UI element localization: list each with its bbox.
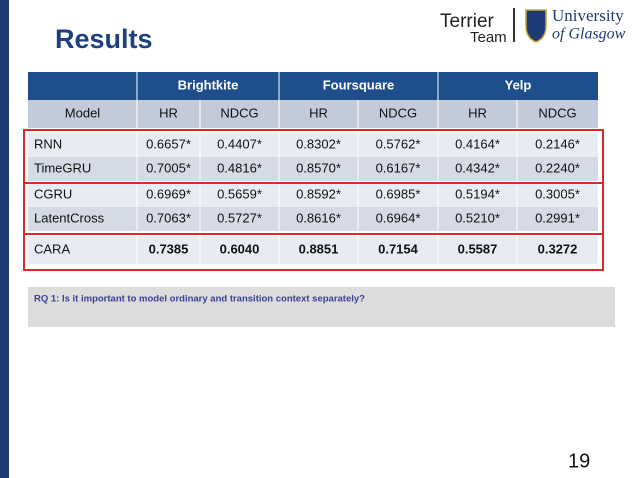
cell: 0.4164* [455,136,500,151]
cell: 0.7005* [146,160,191,175]
column-header: HR [309,105,328,120]
question-box [28,287,615,327]
cell: 0.8616* [296,210,341,225]
terrier-logo: Terrier [440,11,495,32]
group-header-model-bg [28,72,137,100]
group-header: Brightkite [178,77,239,92]
cell: 0.5194* [455,186,500,201]
cell: 0.5659* [217,186,262,201]
row-bg [28,207,598,231]
crest [525,9,547,43]
cell: CGRU [34,186,72,201]
results-table: Brightkite Foursquare Yelp Model HR NDCG HR NDC… [23,72,604,271]
cell: 0.6985* [376,186,421,201]
university-logo: University [552,6,624,25]
group-header: Yelp [505,77,532,92]
cell: 0.6040 [220,241,260,256]
cell: 0.6964* [376,210,421,225]
cell: CARA [34,241,70,256]
cell: 0.8851 [299,241,339,256]
column-header: HR [468,105,487,120]
cell: 0.8592* [296,186,341,201]
cell: 0.6167* [376,160,421,175]
cell: 0.6657* [146,136,191,151]
cell: 0.7063* [146,210,191,225]
cell: 0.5587 [458,241,498,256]
cell: 0.6969* [146,186,191,201]
cell: 0.2240* [535,160,580,175]
cell: 0.4407* [217,136,262,151]
cell: 0.7385 [149,241,189,256]
row-bg [28,133,598,157]
highlight-box [23,233,604,271]
cell: 0.4816* [217,160,262,175]
logo-divider [513,8,515,42]
cell: 0.5762* [376,136,421,151]
row-bg [28,157,598,181]
header-bg [28,100,598,128]
side-bar [0,0,9,478]
glasgow-logo: of Glasgow [552,26,626,43]
title: Results [55,24,153,54]
page-number: 19 [568,450,590,472]
group-header: Foursquare [323,77,395,92]
column-header: Model [65,105,101,120]
cell: 0.2146* [535,136,580,151]
cell: LatentCross [34,210,105,225]
cell: 0.8570* [296,160,341,175]
team-logo: Team [470,29,507,46]
cell: RNN [34,136,62,151]
cell: 0.5727* [217,210,262,225]
row-bg [28,236,598,264]
cell: 0.8302* [296,136,341,151]
cell: 0.5210* [455,210,500,225]
column-header: NDCG [220,105,258,120]
cell: TimeGRU [34,160,91,175]
question: RQ 1: Is it important to model ordinary … [34,294,365,305]
column-header: NDCG [538,105,576,120]
row-bg [28,183,598,207]
column-header: HR [159,105,178,120]
cell: 0.3272 [538,241,578,256]
cell: 0.4342* [455,160,500,175]
cell: 0.2991* [535,210,580,225]
cell: 0.7154 [378,241,419,256]
cell: 0.3005* [535,186,580,201]
column-header: NDCG [379,105,417,120]
